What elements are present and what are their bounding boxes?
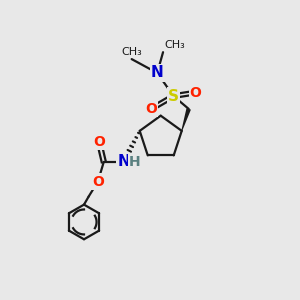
Text: CH₃: CH₃ [121, 47, 142, 57]
Text: CH₃: CH₃ [164, 40, 185, 50]
Text: N: N [117, 154, 130, 169]
Text: H: H [129, 155, 140, 169]
Text: O: O [146, 102, 158, 116]
Text: O: O [93, 135, 105, 149]
Polygon shape [181, 108, 191, 131]
Text: S: S [168, 88, 179, 104]
Text: O: O [92, 175, 104, 188]
Text: O: O [190, 85, 202, 100]
Text: N: N [151, 65, 164, 80]
